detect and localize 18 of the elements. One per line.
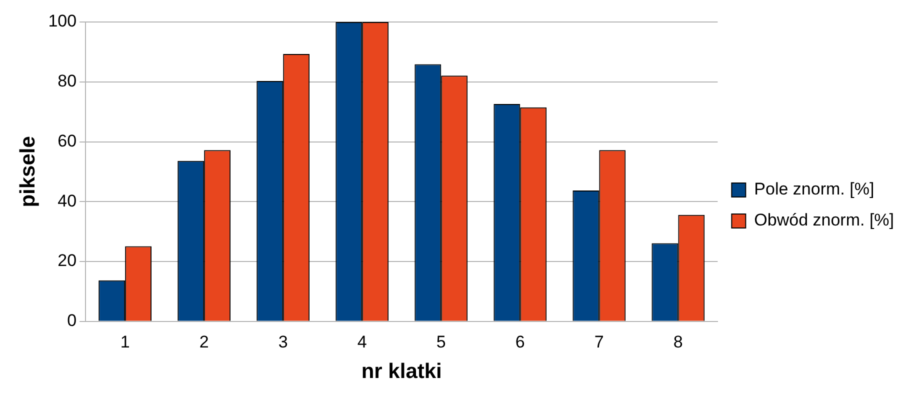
x-tick-label: 3 — [278, 332, 288, 352]
y-axis-title: piksele — [16, 136, 40, 208]
x-tick-label: 7 — [594, 332, 604, 352]
x-tick-label: 2 — [199, 332, 209, 352]
y-tick-label: 0 — [67, 311, 77, 330]
x-tick-label: 1 — [120, 332, 130, 352]
x-tick-label: 8 — [673, 332, 683, 352]
y-tick-label: 80 — [58, 72, 77, 91]
y-tick-label: 40 — [58, 191, 77, 210]
y-tick-label: 100 — [48, 12, 77, 31]
y-tick-label: 60 — [58, 131, 77, 150]
x-tick-label: 6 — [515, 332, 525, 352]
x-tick-label: 5 — [436, 332, 446, 352]
x-axis-title: nr klatki — [361, 360, 442, 384]
legend-label: Obwód znorm. [%] — [754, 210, 894, 230]
y-tick-label: 20 — [58, 251, 77, 270]
x-tick-label: 4 — [357, 332, 367, 352]
legend-label: Pole znorm. [%] — [754, 180, 874, 199]
